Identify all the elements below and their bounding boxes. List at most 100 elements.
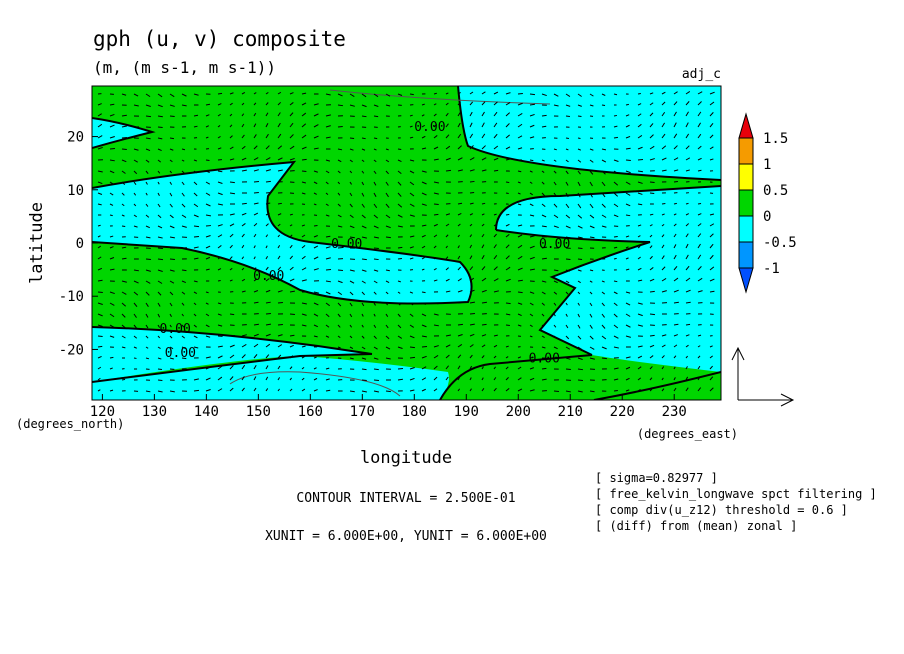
wind-vector <box>409 125 413 128</box>
wind-vector <box>577 236 583 239</box>
wind-vector <box>349 148 354 151</box>
wind-vector <box>169 148 174 151</box>
wind-vector <box>157 280 163 284</box>
wind-vector <box>589 269 594 272</box>
wind-vector <box>565 225 571 229</box>
wind-vector <box>649 377 653 381</box>
wind-vector <box>709 290 715 293</box>
wind-vector <box>97 135 103 139</box>
wind-vector <box>613 257 617 260</box>
wind-vector <box>493 377 497 381</box>
wind-vector <box>529 245 535 249</box>
wind-vector <box>493 213 497 216</box>
wind-vector <box>637 203 643 206</box>
wind-vector <box>241 223 246 227</box>
wind-vector <box>505 356 509 359</box>
wind-vector <box>169 357 174 360</box>
wind-vector <box>193 257 199 260</box>
wind-vector <box>709 266 715 271</box>
wind-vector <box>397 203 403 208</box>
wind-vector <box>97 181 103 185</box>
wind-vector <box>157 148 162 152</box>
wind-vector <box>397 324 402 329</box>
wind-vector <box>145 203 149 207</box>
colorbar-label: 1 <box>763 157 771 173</box>
wind-vector <box>697 169 702 172</box>
wind-vector <box>613 291 618 295</box>
wind-vector <box>325 159 331 162</box>
wind-vector <box>481 233 485 238</box>
wind-vector <box>313 313 319 317</box>
wind-vector <box>277 223 281 227</box>
wind-vector <box>217 256 222 260</box>
wind-vector <box>565 148 569 151</box>
wind-vector <box>193 335 198 339</box>
wind-vector <box>649 145 655 150</box>
wind-vector <box>289 266 294 271</box>
wind-vector <box>469 277 475 282</box>
wind-vector <box>529 268 535 271</box>
wind-vector <box>253 278 258 282</box>
wind-vector <box>97 366 102 370</box>
wind-vector <box>553 313 556 317</box>
wind-vector <box>433 324 439 327</box>
wind-vector <box>133 225 138 228</box>
wind-vector <box>697 91 703 95</box>
wind-vector <box>265 102 269 106</box>
wind-vector <box>373 214 379 219</box>
wind-vector <box>217 245 222 249</box>
wind-vector <box>457 301 463 304</box>
wind-vector <box>433 103 437 106</box>
wind-vector <box>409 114 413 117</box>
wind-vector <box>205 170 210 173</box>
wind-vector <box>385 335 390 340</box>
wind-vector <box>673 122 677 128</box>
wind-vector <box>493 145 499 150</box>
wind-vector <box>601 302 605 307</box>
wind-vector <box>373 313 376 317</box>
wind-vector <box>193 125 198 128</box>
wind-vector <box>169 291 174 296</box>
wind-vector <box>577 225 583 229</box>
wind-vector <box>445 365 450 370</box>
wind-vector <box>601 159 607 163</box>
wind-vector <box>397 225 403 228</box>
wind-vector <box>241 344 247 348</box>
wind-vector <box>385 291 389 295</box>
wind-vector <box>505 101 511 106</box>
wind-vector <box>637 267 642 271</box>
wind-vector <box>445 267 449 271</box>
wind-vector <box>217 324 223 327</box>
wind-vector <box>445 234 449 238</box>
wind-vector <box>421 234 426 238</box>
wind-vector <box>373 357 379 360</box>
wind-vector <box>337 159 342 163</box>
wind-vector <box>157 269 163 272</box>
wind-vector <box>301 234 306 238</box>
wind-vector <box>325 192 329 196</box>
wind-vector <box>385 236 391 239</box>
wind-vector <box>193 389 200 392</box>
wind-vector <box>445 223 450 227</box>
wind-vector <box>553 203 558 208</box>
wind-vector <box>277 202 282 205</box>
wind-vector <box>289 334 295 337</box>
wind-vector <box>277 91 282 95</box>
wind-vector <box>229 344 235 348</box>
wind-vector <box>421 114 425 117</box>
wind-vector <box>493 122 498 128</box>
wind-vector <box>553 181 557 186</box>
wind-vector <box>673 111 677 117</box>
wind-vector <box>229 223 235 227</box>
wind-vector <box>205 245 211 249</box>
wind-vector <box>265 354 270 359</box>
wind-vector <box>133 335 138 339</box>
wind-vector <box>121 335 126 339</box>
wind-vector <box>529 367 535 370</box>
wind-vector <box>97 256 102 260</box>
wind-vector <box>193 280 198 283</box>
wind-vector <box>217 170 223 173</box>
wind-vector <box>301 158 307 161</box>
colorbar: 1.5 1 0.5 0 -0.5 -1 <box>738 112 797 294</box>
wind-vector <box>253 169 259 172</box>
